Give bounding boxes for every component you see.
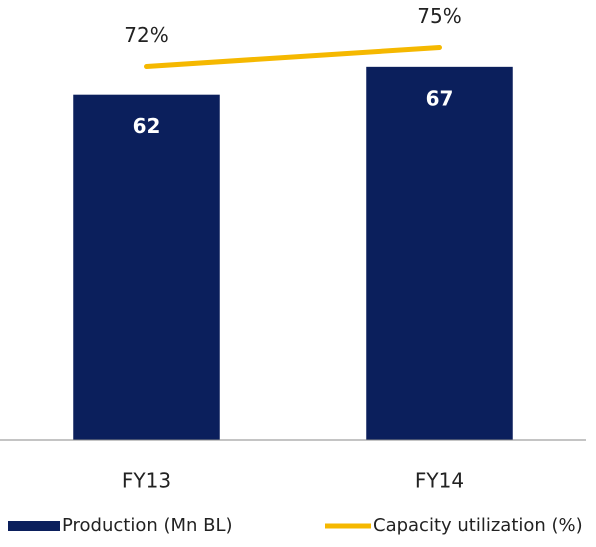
legend-label: Production (Mn BL) xyxy=(62,515,233,536)
x-tick-label: FY14 xyxy=(415,469,464,493)
x-tick-label: FY13 xyxy=(122,469,171,493)
legend-swatch xyxy=(8,521,60,531)
line-value-label: 72% xyxy=(124,23,168,47)
bar-value-label: 62 xyxy=(133,114,161,138)
bar xyxy=(366,66,513,440)
bar xyxy=(73,94,220,441)
line-value-label: 75% xyxy=(417,4,461,28)
line xyxy=(144,44,442,69)
legend-label: Capacity utilization (%) xyxy=(373,515,583,536)
bar-value-label: 67 xyxy=(426,86,454,110)
